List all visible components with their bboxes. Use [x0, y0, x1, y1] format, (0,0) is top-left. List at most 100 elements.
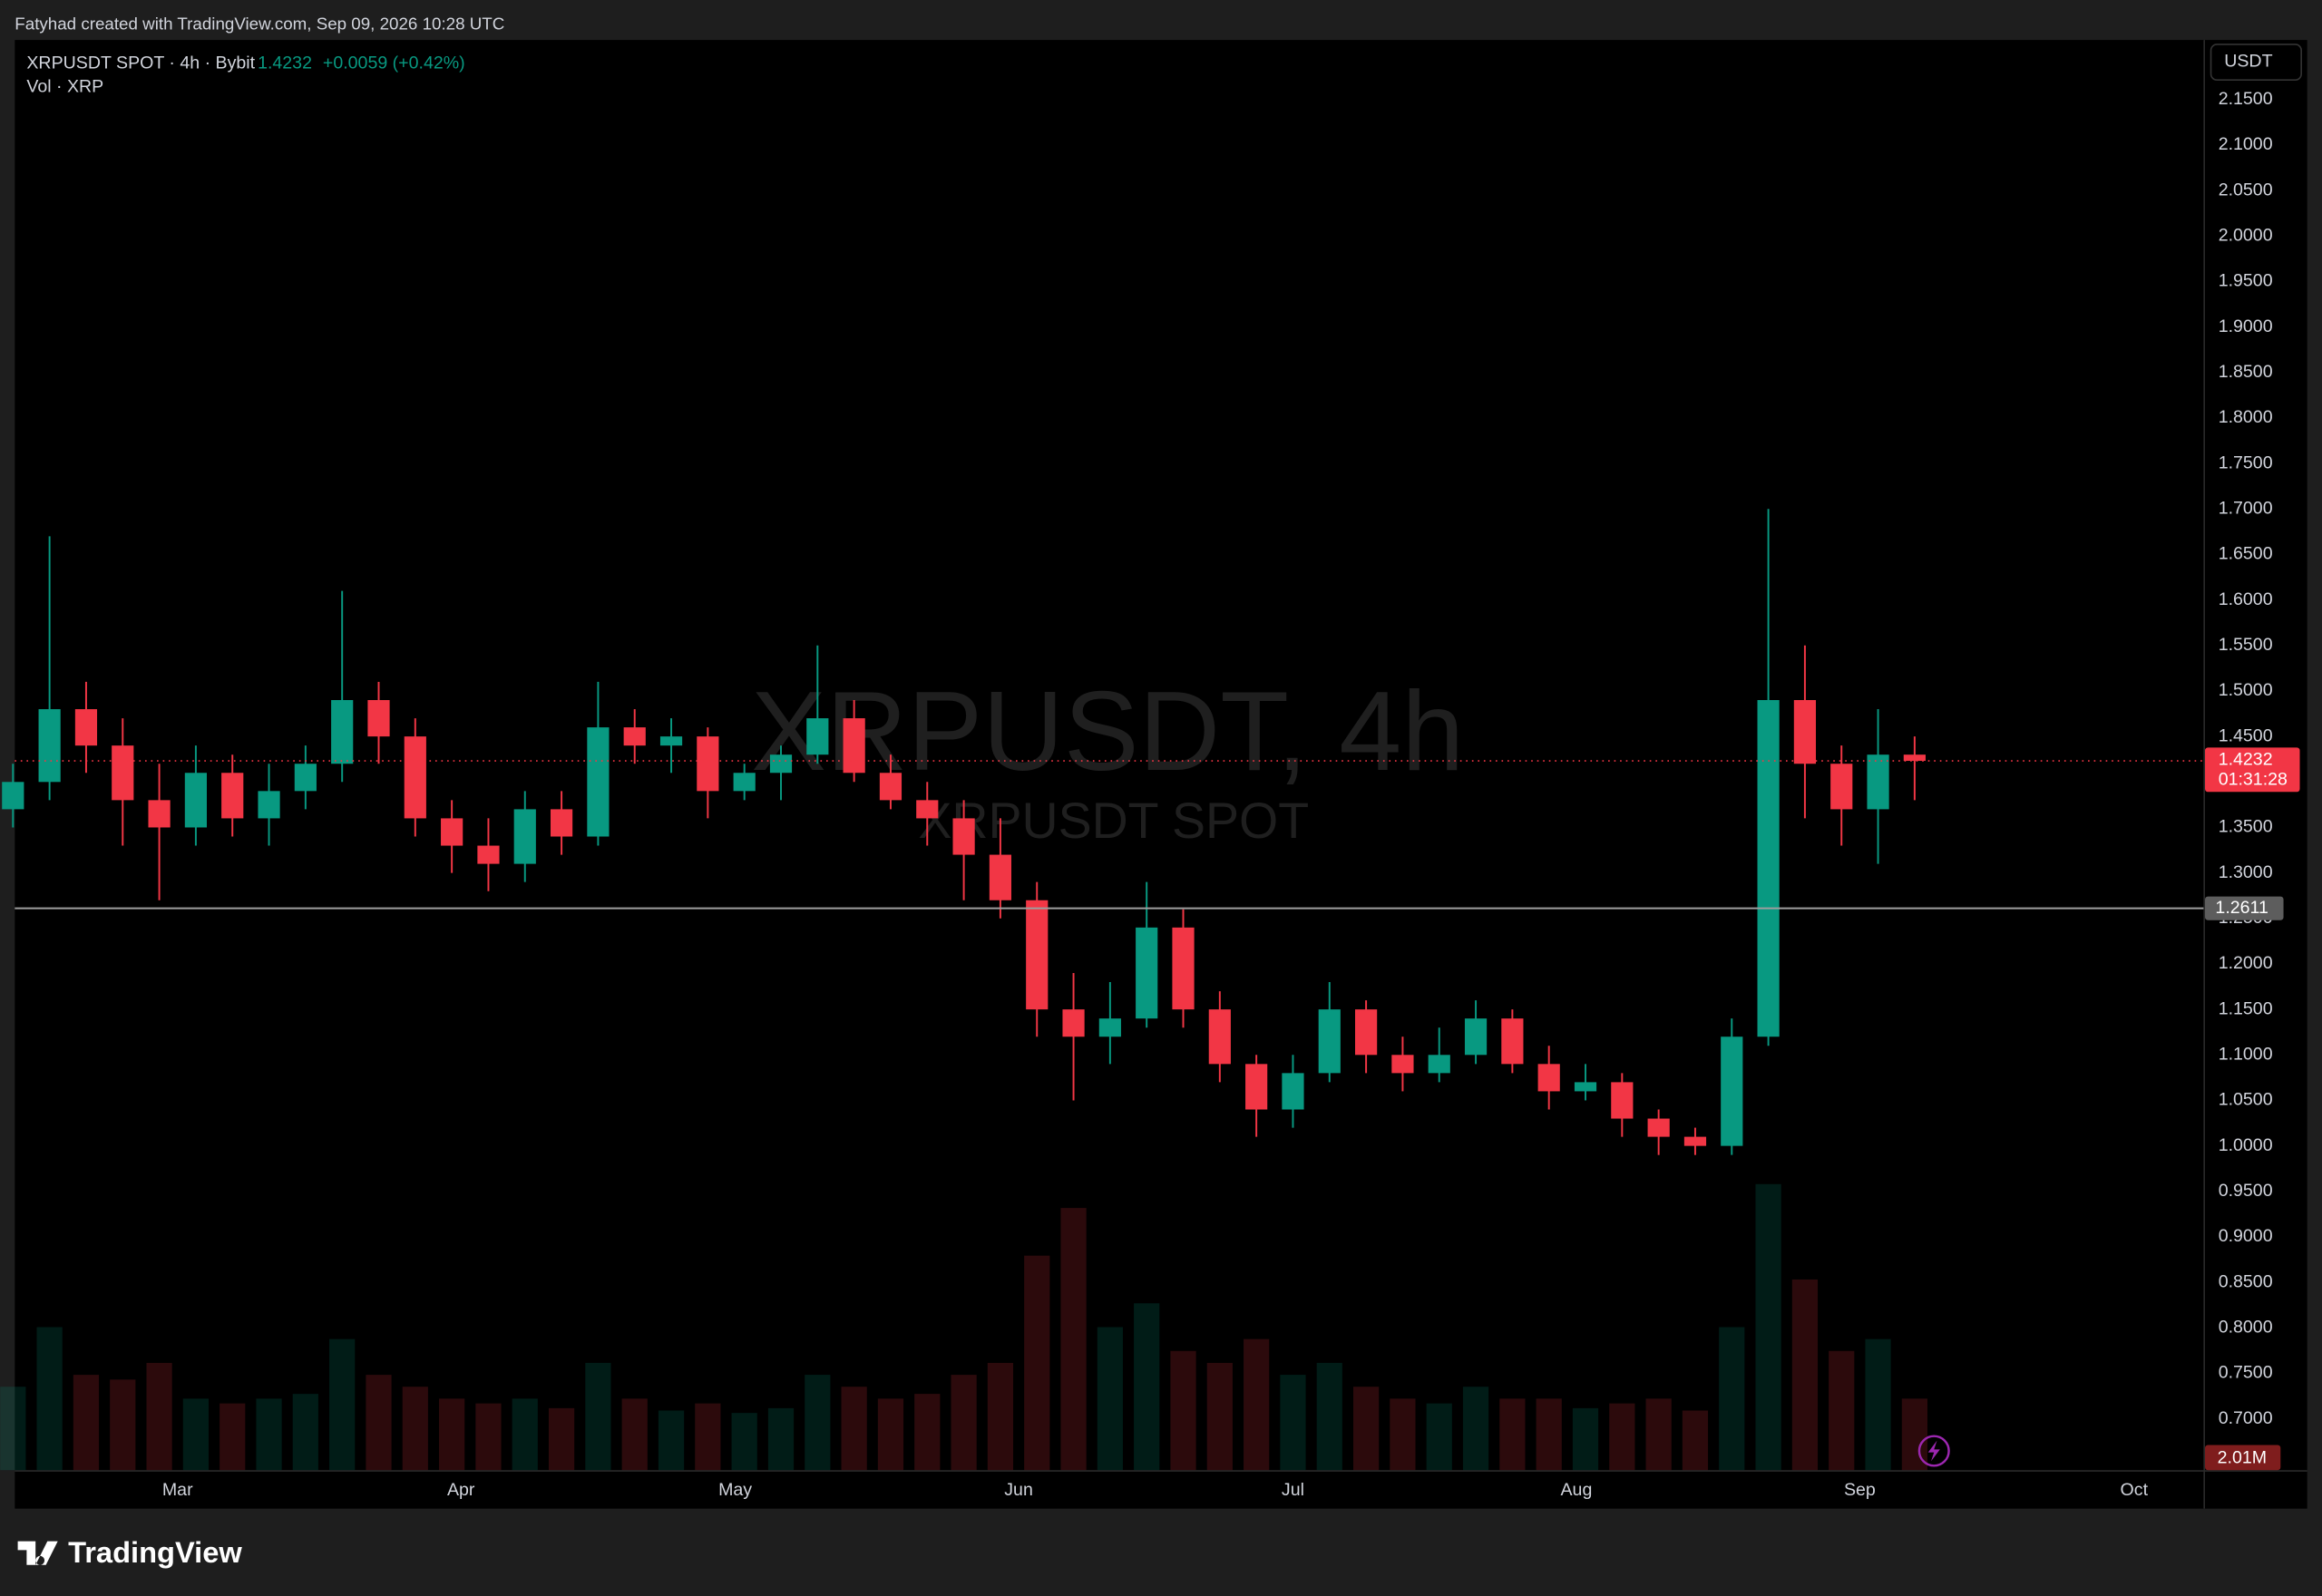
y-tick-label: 1.8000 [2219, 407, 2273, 427]
x-tick-label: Jun [1004, 1480, 1033, 1500]
volume-bar [366, 1375, 392, 1471]
candle-body [258, 791, 280, 819]
y-tick-label: 2.1500 [2219, 89, 2273, 109]
volume-bar [73, 1375, 100, 1471]
candle-body [1136, 927, 1158, 1019]
y-tick-label: 1.5500 [2219, 635, 2273, 655]
x-tick-label: Apr [447, 1480, 475, 1500]
x-tick-label: May [718, 1480, 752, 1500]
candle-body [148, 800, 171, 828]
candle-body [38, 709, 61, 783]
volume-bar [1134, 1303, 1160, 1471]
last-price-badge [2205, 747, 2300, 793]
y-tick-label: 1.0000 [2219, 1135, 2273, 1155]
watermark: XRPUSDT, 4h XRPUSDT SPOT [751, 669, 1464, 849]
x-tick-label: Aug [1561, 1480, 1593, 1500]
candle-body [1172, 927, 1195, 1010]
logo-icon [17, 1541, 58, 1565]
x-tick-label: Sep [1844, 1480, 1876, 1500]
candle-body [1721, 1036, 1743, 1146]
y-tick-label: 1.2000 [2219, 953, 2273, 973]
x-tick-label: Jul [1282, 1480, 1304, 1500]
volume-bar [1645, 1398, 1672, 1471]
candle-body [1026, 900, 1049, 1010]
volume-bar [658, 1410, 685, 1471]
candle-body [477, 845, 500, 864]
y-tick-label: 1.4500 [2219, 725, 2273, 745]
candle-body [806, 718, 829, 755]
y-tick-label: 1.6000 [2219, 589, 2273, 609]
volume-bar [1682, 1410, 1709, 1471]
candle-body [1245, 1064, 1268, 1110]
candle-body [331, 700, 354, 764]
candle-body [1903, 754, 1926, 762]
candle-body [769, 754, 793, 774]
alert-icon[interactable] [1917, 1435, 1950, 1467]
countdown-label: 01:31:28 [2219, 769, 2288, 789]
candle-body [1501, 1018, 1524, 1065]
y-tick-label: 1.7500 [2219, 453, 2273, 472]
volume-bar [256, 1398, 282, 1471]
candle-body [74, 709, 98, 746]
y-tick-label: 1.0500 [2219, 1090, 2273, 1110]
y-tick-label: 1.3500 [2219, 817, 2273, 837]
volume-bar [1060, 1208, 1087, 1471]
plot-area [15, 40, 2307, 1509]
x-tick-label: Mar [162, 1480, 193, 1500]
y-tick-label: 2.0000 [2219, 225, 2273, 245]
volume-bar [767, 1407, 795, 1471]
volume-bar [1390, 1398, 1416, 1471]
candle-body [112, 745, 134, 801]
last-price-label: 1.4232 [2219, 749, 2273, 769]
volume-bar [1206, 1362, 1233, 1471]
candle-body [1062, 1009, 1085, 1037]
y-tick-label: 1.1000 [2219, 1044, 2273, 1064]
volume-bar [1865, 1338, 1891, 1471]
candle-body [1867, 754, 1889, 810]
volume-badge-text: 2.01M [2218, 1447, 2267, 1467]
volume-bar [1426, 1403, 1452, 1471]
candle-body [1354, 1009, 1378, 1056]
volume-bar [805, 1375, 831, 1471]
volume-bar [951, 1375, 977, 1471]
volume-bar [1097, 1327, 1123, 1471]
candle-body [1793, 700, 1817, 764]
volume-bar [695, 1403, 721, 1471]
currency-button[interactable] [2210, 44, 2302, 81]
y-tick-label: 0.9000 [2219, 1226, 2273, 1246]
watermark-title: XRPUSDT, 4h [751, 669, 1464, 794]
volume-bar [1462, 1387, 1489, 1471]
volume-bar [1719, 1327, 1745, 1471]
volume-bar [220, 1403, 246, 1471]
volume-bar [1609, 1403, 1635, 1471]
alert-bolt [1927, 1440, 1940, 1462]
candle-body [221, 773, 244, 819]
candle-body [1208, 1009, 1231, 1065]
volume-bar [292, 1394, 318, 1471]
volume-bar [110, 1379, 136, 1471]
candle-body [587, 727, 610, 837]
candle-body [2, 782, 24, 810]
candle-body [916, 800, 939, 819]
y-tick-label: 0.7500 [2219, 1363, 2273, 1383]
candle-body [697, 736, 719, 792]
currency-label[interactable]: USDT [2224, 52, 2272, 72]
volume-bar [329, 1338, 356, 1471]
candle-body [1647, 1118, 1670, 1137]
y-tick-label: 1.5000 [2219, 680, 2273, 700]
candle-body [659, 736, 683, 746]
candle-body [623, 727, 646, 746]
volume-badge [2205, 1445, 2281, 1471]
volume-bar [1499, 1398, 1526, 1471]
volume-legend: Vol · XRP [26, 76, 103, 96]
series-layer [0, 509, 1927, 1471]
symbol-label: XRPUSDT SPOT · 4h · Bybit [26, 53, 255, 73]
candle-body [1391, 1055, 1414, 1074]
legend-change: +0.0059 (+0.42%) [323, 53, 465, 73]
candle-body [1611, 1082, 1634, 1119]
volume-bar [1536, 1398, 1562, 1471]
candle-body [1574, 1082, 1597, 1092]
candle-body [1464, 1018, 1488, 1056]
volume-bar [1791, 1279, 1819, 1471]
volume-bar [731, 1413, 757, 1471]
